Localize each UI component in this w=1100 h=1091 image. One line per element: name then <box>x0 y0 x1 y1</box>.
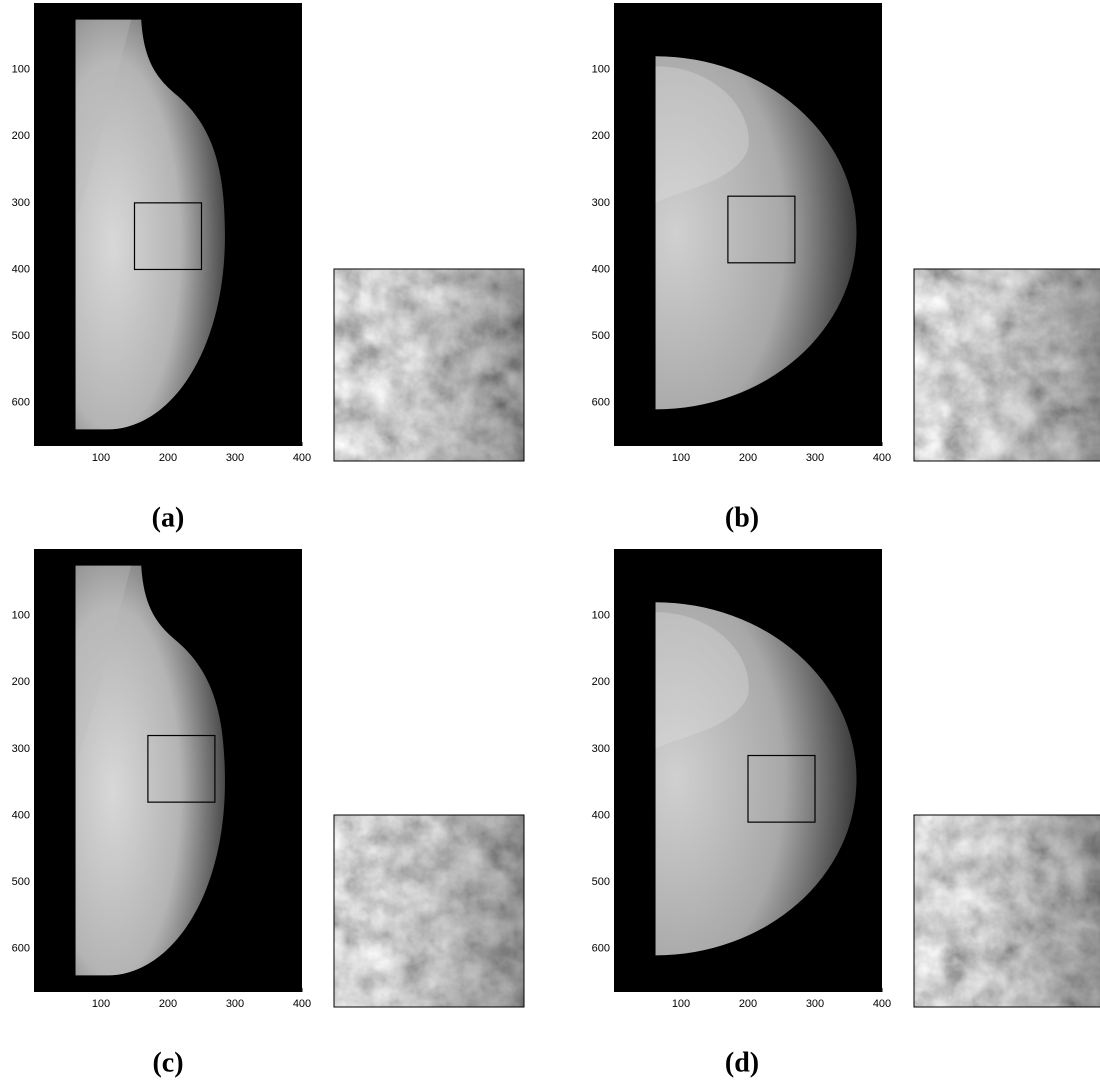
y-tick-label: 100 <box>592 64 610 76</box>
y-tick-label: 200 <box>12 130 30 142</box>
x-tick-label: 100 <box>92 452 110 464</box>
x-tick-label: 200 <box>739 998 757 1010</box>
x-tick-label: 300 <box>226 452 244 464</box>
y-tick-label: 200 <box>12 676 30 688</box>
y-tick-label: 400 <box>12 263 30 275</box>
roi-zoom-shade <box>334 815 524 1007</box>
x-tick-label: 200 <box>739 452 757 464</box>
y-tick-label: 400 <box>12 809 30 821</box>
y-tick-label: 300 <box>592 743 610 755</box>
y-tick-label: 200 <box>592 130 610 142</box>
x-tick-label: 300 <box>226 998 244 1010</box>
figure: 100 200 300 400 100 200 300 400 500 600 (a) 100 200 3… <box>0 0 1100 1086</box>
x-tick-label: 400 <box>293 998 311 1010</box>
roi-zoom-shade <box>334 269 524 461</box>
y-tick-label: 500 <box>12 330 30 342</box>
y-tick-label: 100 <box>592 610 610 622</box>
panel: 100 200 300 400 100 200 300 400 500 600 (a) <box>12 3 524 533</box>
x-tick-label: 200 <box>159 452 177 464</box>
x-tick-label: 400 <box>293 452 311 464</box>
x-tick-label: 400 <box>873 998 891 1010</box>
panel-label: (a) <box>152 502 185 533</box>
y-tick-label: 500 <box>12 876 30 888</box>
x-tick-label: 200 <box>159 998 177 1010</box>
roi-zoom-shade <box>914 815 1100 1007</box>
y-tick-label: 400 <box>592 809 610 821</box>
y-tick-label: 600 <box>12 397 30 409</box>
y-tick-label: 600 <box>592 397 610 409</box>
y-tick-label: 300 <box>12 197 30 209</box>
x-tick-label: 300 <box>806 998 824 1010</box>
y-tick-label: 600 <box>592 943 610 955</box>
y-tick-label: 500 <box>592 876 610 888</box>
y-tick-label: 600 <box>12 943 30 955</box>
y-tick-label: 500 <box>592 330 610 342</box>
x-tick-label: 300 <box>806 452 824 464</box>
roi-zoom-shade <box>914 269 1100 461</box>
y-tick-label: 300 <box>592 197 610 209</box>
x-tick-label: 100 <box>672 452 690 464</box>
x-tick-label: 400 <box>873 452 891 464</box>
panel: 100 200 300 400 100 200 300 400 500 600 (d) <box>592 549 1100 1078</box>
x-tick-label: 100 <box>92 998 110 1010</box>
y-tick-label: 100 <box>12 610 30 622</box>
y-tick-label: 100 <box>12 64 30 76</box>
panel-label: (c) <box>152 1047 183 1078</box>
panel-label: (b) <box>725 502 759 533</box>
y-tick-label: 400 <box>592 263 610 275</box>
panel-label: (d) <box>725 1047 759 1078</box>
panel: 100 200 300 400 100 200 300 400 500 600 (b) <box>592 3 1100 533</box>
panel: 100 200 300 400 100 200 300 400 500 600 (c) <box>12 549 524 1078</box>
y-tick-label: 200 <box>592 676 610 688</box>
y-tick-label: 300 <box>12 743 30 755</box>
x-tick-label: 100 <box>672 998 690 1010</box>
